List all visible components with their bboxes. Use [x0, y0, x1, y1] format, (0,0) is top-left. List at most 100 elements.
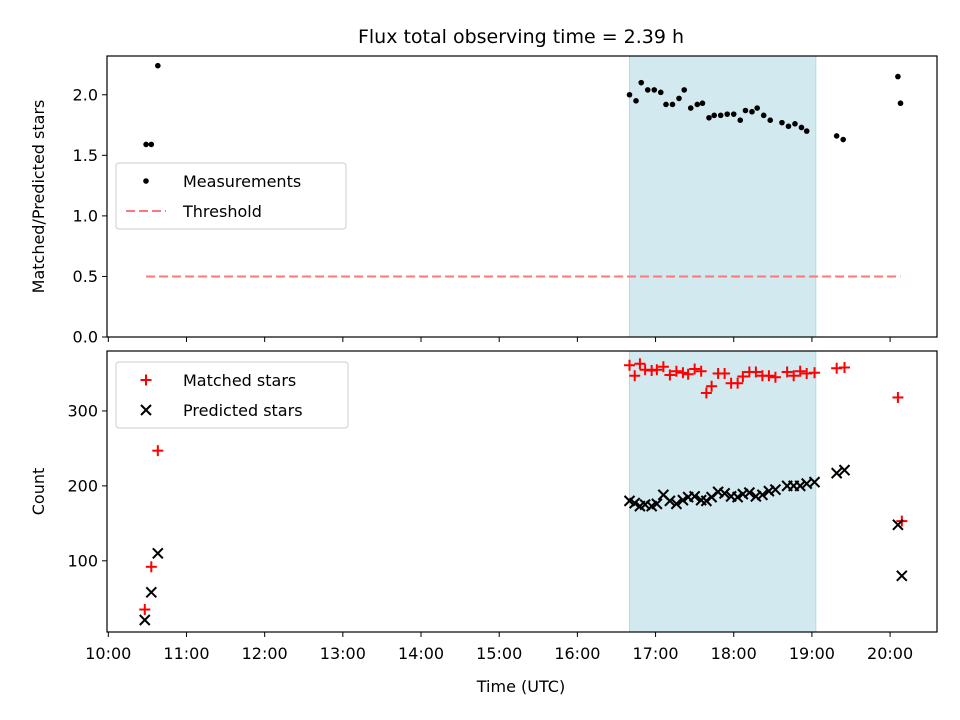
y-tick-label: 200 [67, 476, 98, 495]
panels-layer: 0.0 0.5 1.0 1.5 2.0 Matched/Predicted stars Me… [29, 55, 938, 663]
measurement-point [699, 100, 706, 107]
x-stroke [808, 476, 821, 488]
measurement-point [840, 136, 846, 143]
matched-stars-point [737, 370, 749, 382]
matched-stars-point [145, 561, 157, 573]
matched-stars-point [682, 368, 694, 380]
x-stroke [664, 495, 676, 507]
predicted-stars-point [808, 476, 821, 488]
x-stroke [639, 498, 651, 511]
matched-stars-point [838, 361, 850, 373]
x-stroke [896, 570, 908, 582]
matched-stars-point [732, 377, 744, 389]
measurement-point [730, 111, 737, 117]
predicted-stars-point [892, 519, 904, 531]
measurement-point [779, 119, 785, 126]
x-axis-label: Time (UTC) [476, 677, 565, 696]
x-tick-label: 20:00 [867, 644, 913, 663]
measurement-point [737, 117, 744, 123]
y-tick-label: 1.0 [73, 206, 98, 225]
predicted-stars-point [838, 464, 851, 476]
x-stroke [712, 486, 724, 498]
matched-stars-point [809, 367, 821, 379]
x-stroke [700, 495, 713, 507]
legend-box [115, 162, 347, 230]
x-tick-label: 16:00 [554, 644, 600, 663]
x-stroke [670, 498, 683, 510]
measurement-point [633, 98, 639, 104]
matched-stars-point [769, 371, 781, 383]
measurement-point [711, 112, 717, 119]
x-stroke [651, 498, 663, 510]
matched-stars-point [139, 604, 151, 616]
x-stroke [892, 519, 904, 531]
predicted-stars-point [756, 489, 769, 501]
predicted-stars-point [670, 498, 683, 510]
predicted-stars-point [688, 490, 701, 503]
matched-stars-point [634, 358, 646, 370]
matched-stars-point [140, 374, 152, 386]
legend-entry: Matched stars [183, 371, 296, 390]
x-tick-label: 15:00 [476, 644, 522, 663]
measurement-point [143, 178, 149, 184]
predicted-stars-point [139, 614, 151, 626]
y-tick-label: 0.0 [73, 328, 98, 347]
measurement-point [798, 124, 805, 131]
predicted-stars-point [700, 495, 713, 507]
x-tick-label: 17:00 [633, 644, 679, 663]
measurement-point [657, 89, 664, 96]
matched-stars-point [763, 370, 775, 382]
measurement-point [895, 73, 901, 80]
predicted-stars-point [152, 547, 164, 560]
matched-stars-point [629, 370, 641, 382]
matched-stars-point [664, 369, 676, 381]
measurement-point [724, 111, 731, 117]
x-stroke [731, 491, 744, 503]
legend-entry: Predicted stars [183, 401, 303, 420]
matched-stars-point [788, 370, 800, 382]
x-stroke [139, 614, 151, 626]
predicted-stars-point [718, 487, 731, 500]
x-tick-label: 13:00 [320, 644, 366, 663]
x-tick-label: 19:00 [789, 644, 835, 663]
x-tick-label: 14:00 [398, 644, 444, 663]
predicted-stars-point [794, 480, 806, 492]
matched-stars-point [657, 361, 669, 373]
measurement-point [676, 95, 682, 102]
predicted-stars-point [140, 404, 152, 416]
measurement-point [694, 101, 701, 108]
y-tick-label: 100 [67, 551, 98, 570]
matched-stars-point [623, 359, 635, 371]
matched-stars-point [892, 391, 904, 403]
matched-stars-point [750, 366, 762, 378]
measurement-point [681, 87, 688, 93]
legend-entry: Threshold [182, 202, 262, 221]
measurement-point [803, 128, 810, 134]
chart-title: Flux total observing time = 2.39 h [358, 26, 684, 48]
measurement-point [897, 100, 904, 107]
x-stroke [769, 483, 782, 496]
matched-stars-point [152, 445, 164, 457]
predicted-stars-point [629, 497, 641, 509]
x-stroke [756, 489, 769, 501]
x-stroke [695, 494, 707, 506]
predicted-stars-point [731, 491, 744, 503]
measurement-point [155, 62, 161, 69]
x-stroke [718, 487, 731, 500]
measurement-point [638, 79, 645, 86]
measurement-point [706, 114, 712, 121]
matched-stars-point [706, 380, 718, 392]
x-stroke [794, 480, 806, 492]
measurement-point [754, 105, 760, 111]
measurement-point [785, 123, 792, 130]
y-axis-label: Count [29, 468, 48, 516]
measurement-point [760, 112, 767, 119]
matched-stars-point [651, 364, 663, 376]
y-tick-label: 300 [67, 401, 98, 420]
x-tick-label: 12:00 [242, 644, 288, 663]
x-stroke [657, 489, 670, 501]
legend-box [115, 361, 349, 429]
predicted-stars-point [769, 483, 782, 496]
x-stroke [629, 497, 641, 509]
predicted-stars-point [145, 586, 158, 598]
